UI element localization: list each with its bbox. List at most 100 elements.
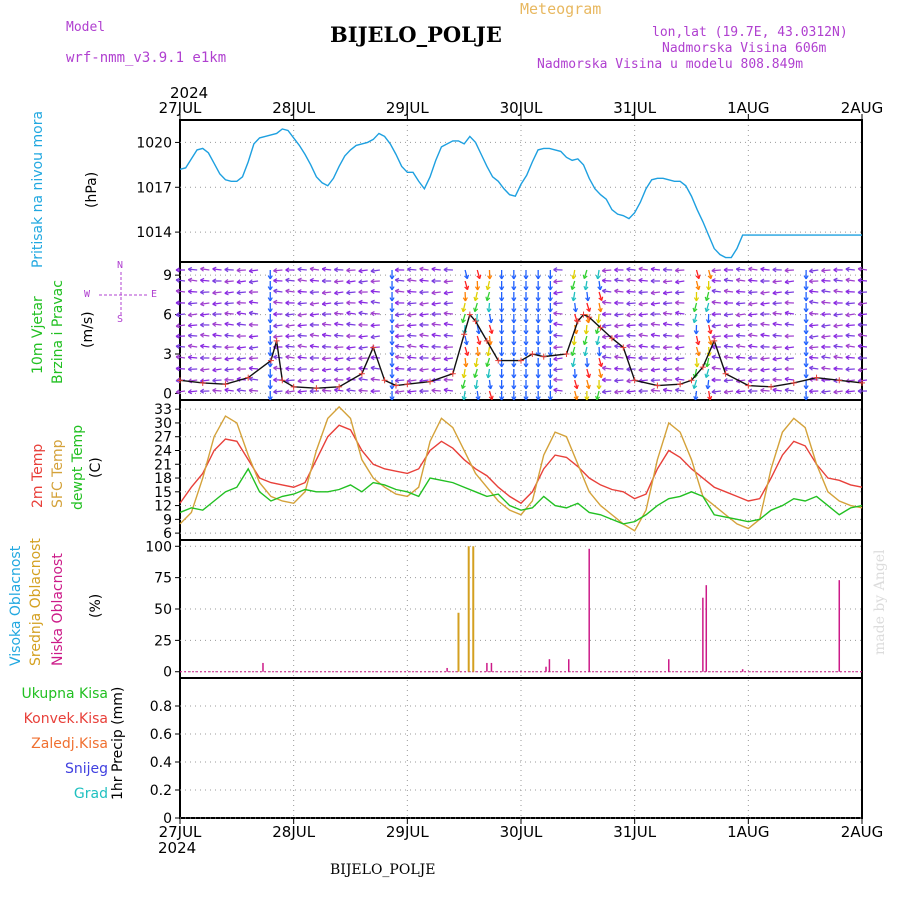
y-tick-label: 15 bbox=[154, 485, 172, 501]
wind-arrow-head bbox=[468, 286, 469, 290]
precip-snow-label: Snijeg bbox=[0, 761, 108, 777]
y-tick-label: 9 bbox=[163, 512, 172, 528]
wind-arrow-head bbox=[663, 293, 667, 295]
x-tick-label-top: 29JUL bbox=[386, 99, 429, 117]
compass-n: N bbox=[117, 260, 123, 271]
x-tick-label-bottom: 1AUG bbox=[727, 823, 769, 841]
x-tick-label-bottom: 31JUL bbox=[613, 823, 656, 841]
x-tick-label-top: 1AUG bbox=[727, 99, 769, 117]
wind-arrow-head bbox=[846, 315, 850, 317]
wind-arrow-head bbox=[589, 374, 590, 378]
x-tick-label-top: 2AUG bbox=[841, 99, 883, 117]
y-tick-label: 18 bbox=[154, 471, 172, 487]
wind-arrow-head bbox=[480, 341, 481, 345]
wind-arrow-head bbox=[639, 304, 643, 306]
y-tick-label: 21 bbox=[154, 457, 172, 473]
wind-arrow-head bbox=[651, 370, 655, 372]
wind-arrow-head bbox=[395, 326, 399, 328]
wind-arrow-head bbox=[432, 370, 436, 372]
wind-arrow-head bbox=[724, 326, 728, 328]
precip-hail-label: Grad bbox=[0, 786, 108, 802]
x-tick-label-bottom: 2AUG bbox=[841, 823, 883, 841]
x-tick-label-bottom: 29JUL bbox=[386, 823, 429, 841]
wind-arrow-head bbox=[699, 286, 700, 290]
wind-arrow-head bbox=[761, 370, 765, 372]
wind-arrow-head bbox=[736, 315, 740, 317]
compass-w: W bbox=[84, 289, 90, 300]
x-tick-label-top: 31JUL bbox=[613, 99, 656, 117]
wind-arrow-head bbox=[822, 326, 826, 328]
wind-arrow-head bbox=[286, 392, 290, 394]
wind-arrow-head bbox=[237, 282, 241, 284]
wind-arrow-head bbox=[785, 348, 789, 350]
precip-frz-label: Zaledj.Kisa bbox=[0, 736, 108, 752]
wind-arrow-head bbox=[347, 282, 351, 284]
pressure-line bbox=[180, 129, 862, 258]
wind-arrow-head bbox=[322, 304, 326, 306]
cloud-mid-label: Srednja Oblacnost bbox=[28, 538, 44, 666]
wind-arrow-head bbox=[773, 359, 777, 361]
wind-arrow-head bbox=[249, 348, 253, 350]
wind-arrow-head bbox=[711, 275, 712, 279]
wind-arrow-head bbox=[711, 330, 712, 334]
wind-arrow-head bbox=[225, 293, 229, 295]
wind-arrow-head bbox=[577, 385, 578, 389]
y-tick-label: 1017 bbox=[136, 180, 172, 196]
x-tick-label-top: 28JUL bbox=[272, 99, 315, 117]
y-tick-label: 50 bbox=[154, 602, 172, 618]
wind-arrow-head bbox=[627, 381, 631, 383]
y-tick-label: 30 bbox=[154, 416, 172, 432]
wind-arrow-head bbox=[322, 370, 326, 372]
wind-arrow-head bbox=[274, 326, 278, 328]
sfctemp-label: SFC Temp bbox=[50, 440, 66, 508]
precip-unit: 1hr Precip (mm) bbox=[110, 687, 126, 800]
dewpt-label: dewpt Temp bbox=[70, 425, 86, 510]
footer-station: BIJELO_POLJE bbox=[330, 862, 435, 878]
wind-arrow-head bbox=[615, 326, 619, 328]
wind-arrow-head bbox=[200, 304, 204, 306]
wind-arrow-head bbox=[724, 392, 728, 394]
wind-arrow-head bbox=[834, 326, 838, 328]
y-tick-label: 1020 bbox=[136, 135, 172, 151]
y-tick-label: 3 bbox=[163, 347, 172, 363]
wind-arrow-head bbox=[785, 282, 789, 284]
wind-arrow-head bbox=[467, 275, 468, 279]
wind-arrow-head bbox=[188, 315, 192, 317]
pressure-unit: (hPa) bbox=[84, 172, 100, 208]
elevation-readout: Nadmorska Visina 606m bbox=[662, 41, 826, 56]
page-title: BIJELO_POLJE bbox=[330, 22, 502, 47]
wind-arrow-head bbox=[651, 304, 655, 306]
wind-arrow-head bbox=[576, 330, 577, 334]
cloud-low-label: Niska Oblacnost bbox=[50, 553, 66, 666]
wind-arrow-head bbox=[675, 348, 679, 350]
wind-arrow-head bbox=[371, 337, 375, 339]
precip-conv-label: Konvek.Kisa bbox=[0, 711, 108, 727]
wind-arrow-head bbox=[699, 341, 700, 345]
wind-arrow-head bbox=[420, 304, 424, 306]
wind-arrow-head bbox=[809, 337, 813, 339]
wind-arrow-head bbox=[675, 282, 679, 284]
y-tick-label: 33 bbox=[154, 402, 172, 418]
y-tick-label: 0.2 bbox=[150, 783, 172, 799]
wind-arrow-head bbox=[601, 374, 602, 378]
wind-arrow-head bbox=[371, 271, 375, 273]
wind-arrow-head bbox=[748, 304, 752, 306]
wind-arrow-head bbox=[213, 304, 217, 306]
pressure-label: Pritisak na nivou mora bbox=[30, 111, 46, 268]
y-tick-label: 75 bbox=[154, 571, 172, 587]
wind-arrow-head bbox=[444, 293, 448, 295]
wind-arrow-head bbox=[491, 319, 492, 323]
wind-label-1: 10m Vjetar bbox=[30, 296, 46, 374]
wind-arrow-head bbox=[359, 348, 363, 350]
y-tick-label: 0.8 bbox=[150, 699, 172, 715]
y-tick-label: 100 bbox=[145, 539, 172, 555]
watermark: made by Angel bbox=[872, 550, 888, 656]
product-title: Meteogram bbox=[520, 0, 601, 18]
wind-arrow-head bbox=[834, 392, 838, 394]
year-bottom: 2024 bbox=[158, 839, 196, 857]
y-tick-label: 6 bbox=[163, 308, 172, 324]
wind-arrow-head bbox=[663, 359, 667, 361]
y-tick-label: 0.4 bbox=[150, 755, 172, 771]
